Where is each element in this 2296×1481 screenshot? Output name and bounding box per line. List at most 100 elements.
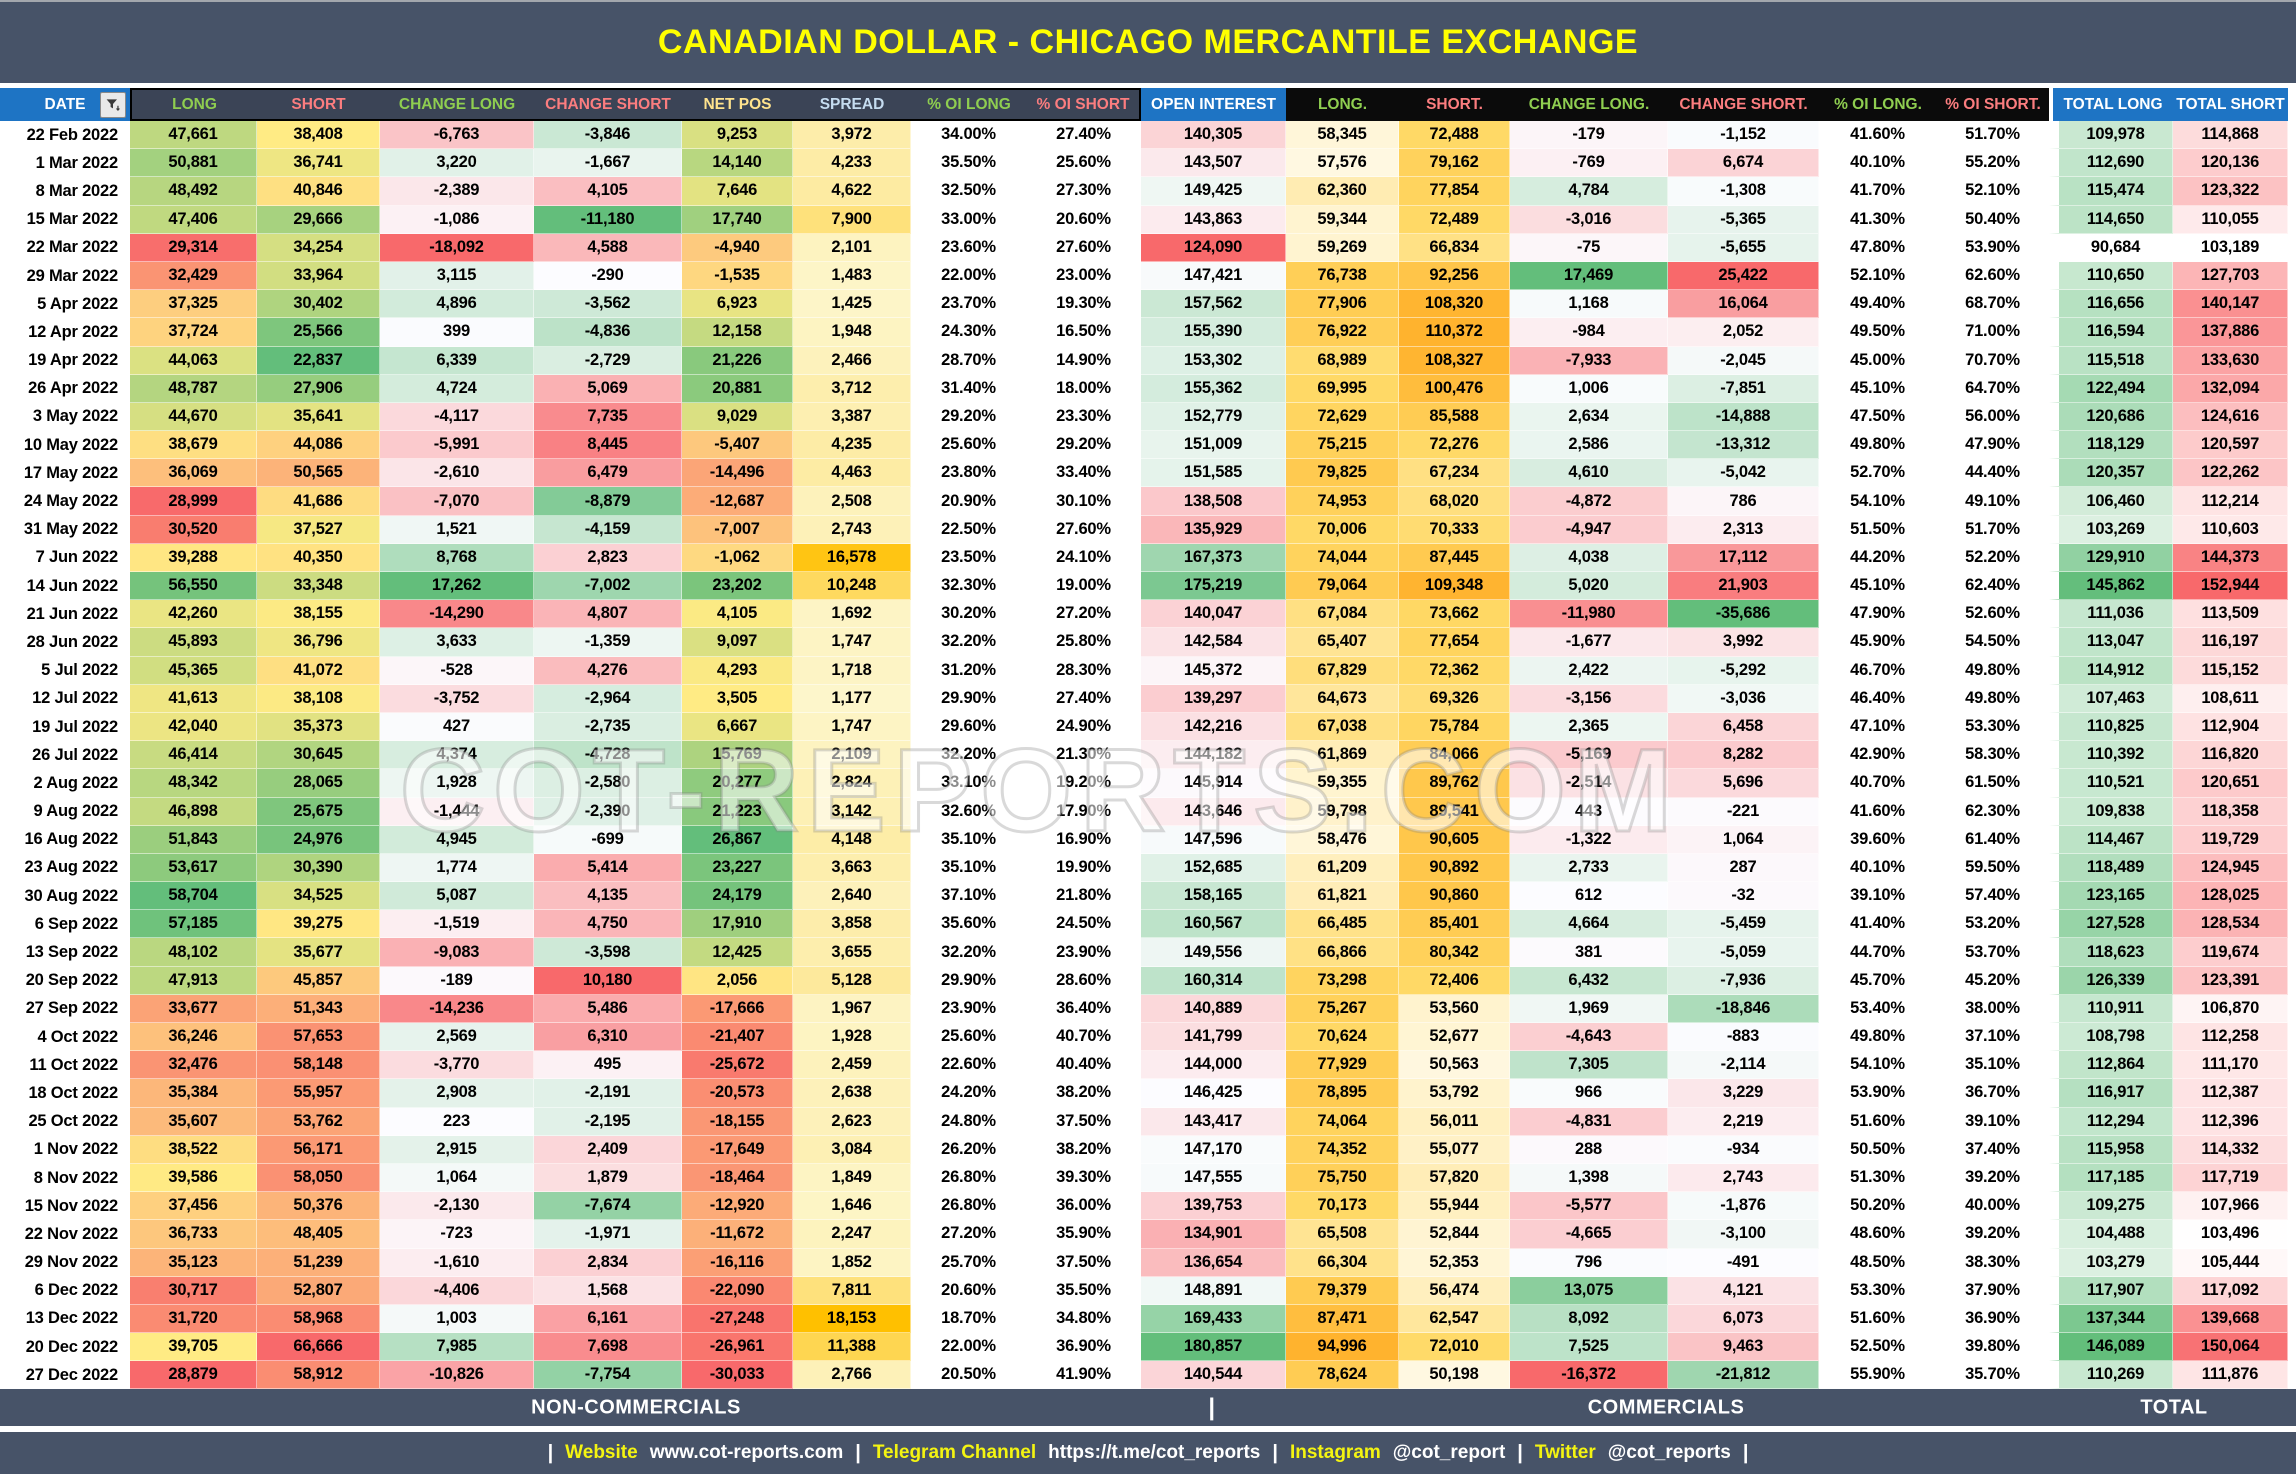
cell-date: 20 Sep 2022: [0, 966, 130, 995]
cell-total_short: 152,944: [2173, 572, 2288, 601]
cell-nc_long: 38,679: [130, 431, 257, 460]
cell-open_interest: 167,373: [1141, 543, 1286, 572]
cell-open_interest: 139,297: [1141, 684, 1286, 713]
cell-c_long: 70,624: [1286, 1023, 1399, 1052]
cell-c_short: 110,372: [1399, 318, 1510, 347]
cell-nc_pct_oi_short: 19.20%: [1027, 769, 1141, 798]
footer-website-link[interactable]: www.cot-reports.com: [649, 1442, 844, 1464]
cell-total_short: 112,214: [2173, 487, 2288, 516]
cell-spread: 2,466: [793, 346, 911, 375]
header-label-c_pct_oi_long: % OI LONG.: [1834, 95, 1922, 113]
cell-c_long: 75,267: [1286, 994, 1399, 1023]
cell-spread: 2,623: [793, 1107, 911, 1136]
table-row: 25 Oct 2022 35,607 53,762 223 -2,195 -18,155 2…: [0, 1107, 2288, 1136]
cell-c_long: 58,476: [1286, 825, 1399, 854]
cell-spread: 1,718: [793, 656, 911, 685]
cell-c_change_short: 25,422: [1668, 261, 1819, 291]
cell-c_long: 67,084: [1286, 600, 1399, 629]
cell-nc_change_long: -1,444: [380, 797, 534, 826]
cell-nc_change_long: 1,928: [380, 769, 534, 798]
cell-nc_pct_oi_long: 35.50%: [911, 149, 1027, 178]
cell-total_long: 110,521: [2049, 769, 2173, 798]
cell-c_change_long: -7,933: [1510, 346, 1668, 375]
cell-nc_change_long: -7,070: [380, 487, 534, 516]
cell-open_interest: 151,585: [1141, 459, 1286, 488]
cell-nc_short: 37,527: [257, 515, 380, 544]
cell-date: 24 May 2022: [0, 487, 130, 516]
cell-c_pct_oi_long: 52.10%: [1819, 261, 1937, 291]
cell-c_short: 72,406: [1399, 966, 1510, 995]
cell-c_pct_oi_short: 51.70%: [1937, 515, 2049, 544]
header-label-total_short: TOTAL SHORT: [2176, 95, 2285, 113]
header-label-nc_change_short: CHANGE SHORT: [545, 95, 671, 113]
cell-c_pct_oi_long: 47.90%: [1819, 600, 1937, 629]
cell-total_short: 110,055: [2173, 205, 2288, 234]
cell-c_pct_oi_long: 50.20%: [1819, 1192, 1937, 1221]
cell-nc_long: 53,617: [130, 853, 257, 883]
cell-nc_short: 34,525: [257, 882, 380, 911]
cell-open_interest: 155,362: [1141, 374, 1286, 403]
filter-icon[interactable]: [100, 91, 126, 118]
cell-c_change_short: -934: [1668, 1135, 1819, 1164]
cell-nc_pct_oi_short: 33.40%: [1027, 459, 1141, 488]
cell-c_change_long: -4,831: [1510, 1107, 1668, 1136]
header-label-c_long: LONG.: [1317, 95, 1368, 113]
cell-c_long: 77,906: [1286, 290, 1399, 319]
cell-total_long: 118,489: [2049, 853, 2173, 883]
cell-c_pct_oi_long: 48.50%: [1819, 1248, 1937, 1277]
footer-instagram-link[interactable]: @cot_report: [1392, 1442, 1506, 1464]
header-date: DATE: [0, 88, 130, 121]
footer-telegram-link[interactable]: https://t.me/cot_reports: [1048, 1442, 1261, 1464]
cell-date: 8 Nov 2022: [0, 1163, 130, 1193]
cell-c_change_long: -1,322: [1510, 825, 1668, 854]
cell-c_pct_oi_short: 38.00%: [1937, 994, 2049, 1023]
table-row: 5 Jul 2022 45,365 41,072 -528 4,276 4,293 1,71…: [0, 656, 2288, 685]
cell-c_change_long: 443: [1510, 797, 1668, 826]
cell-nc_long: 47,913: [130, 966, 257, 995]
cell-c_pct_oi_long: 45.10%: [1819, 572, 1937, 601]
cell-spread: 3,712: [793, 374, 911, 403]
cell-nc_pct_oi_long: 22.50%: [911, 515, 1027, 544]
header-label-open_interest: OPEN INTEREST: [1151, 95, 1276, 113]
cell-c_long: 75,215: [1286, 431, 1399, 460]
table-row: 13 Sep 2022 48,102 35,677 -9,083 -3,598 12,42…: [0, 938, 2288, 967]
title-bar: CANADIAN DOLLAR - CHICAGO MERCANTILE EXC…: [0, 2, 2296, 83]
cell-c_change_long: 2,634: [1510, 402, 1668, 432]
cell-c_short: 52,677: [1399, 1023, 1510, 1052]
cell-c_short: 75,784: [1399, 712, 1510, 742]
cell-total_short: 133,630: [2173, 346, 2288, 375]
cell-nc_long: 33,677: [130, 994, 257, 1023]
cell-nc_change_long: 2,915: [380, 1135, 534, 1164]
cell-c_change_short: -491: [1668, 1248, 1819, 1277]
table-row: 17 May 2022 36,069 50,565 -2,610 6,479 -14,49…: [0, 459, 2288, 488]
cell-nc_change_long: 6,339: [380, 346, 534, 375]
cell-nc_short: 55,957: [257, 1079, 380, 1108]
footer-twitter-link[interactable]: @cot_reports: [1607, 1442, 1731, 1464]
cell-net_pos: 20,881: [682, 374, 793, 403]
cell-nc_change_long: -18,092: [380, 233, 534, 262]
cell-spread: 3,655: [793, 938, 911, 967]
cell-total_short: 111,876: [2173, 1361, 2288, 1390]
cell-c_short: 72,276: [1399, 431, 1510, 460]
cell-nc_short: 33,348: [257, 572, 380, 601]
cell-c_short: 72,362: [1399, 656, 1510, 685]
cell-nc_change_short: -290: [534, 261, 682, 291]
header-label-nc_short: SHORT: [291, 95, 346, 113]
cell-c_long: 65,508: [1286, 1220, 1399, 1249]
table-row: 8 Mar 2022 48,492 40,846 -2,389 4,105 7,646 4,…: [0, 177, 2288, 206]
cell-nc_change_long: -1,086: [380, 205, 534, 234]
cell-nc_change_long: 1,521: [380, 515, 534, 544]
cell-spread: 2,109: [793, 741, 911, 770]
cell-c_change_short: 2,313: [1668, 515, 1819, 544]
cell-open_interest: 157,562: [1141, 290, 1286, 319]
cell-open_interest: 148,891: [1141, 1276, 1286, 1305]
cell-total_short: 116,197: [2173, 628, 2288, 657]
cell-c_short: 52,844: [1399, 1220, 1510, 1249]
cell-nc_pct_oi_short: 40.70%: [1027, 1023, 1141, 1052]
cell-open_interest: 152,779: [1141, 402, 1286, 432]
cell-c_change_short: 6,674: [1668, 149, 1819, 178]
table-row: 19 Jul 2022 42,040 35,373 427 -2,735 6,667 1,7…: [0, 712, 2288, 742]
cell-c_long: 74,044: [1286, 543, 1399, 572]
header-total_long: TOTAL LONG: [2049, 88, 2173, 121]
cell-nc_pct_oi_short: 24.50%: [1027, 910, 1141, 939]
